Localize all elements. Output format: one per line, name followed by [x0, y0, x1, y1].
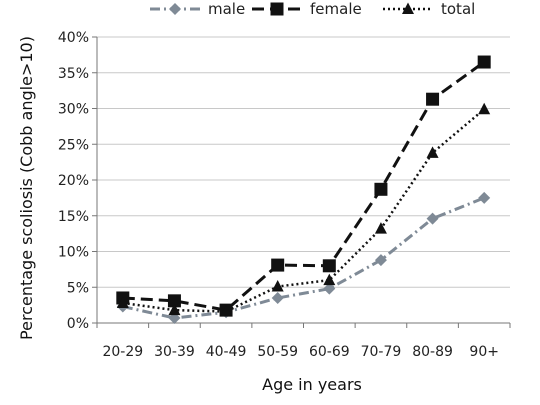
x-tick-label: 30-39	[154, 344, 195, 360]
data-point-total	[478, 102, 491, 115]
data-point-male	[478, 191, 491, 204]
x-tick-label: 50-59	[257, 344, 298, 360]
data-point-female	[167, 294, 181, 308]
data-point-total	[116, 296, 129, 308]
y-tick-label: 35%	[58, 66, 89, 82]
data-point-male	[323, 282, 336, 295]
x-tick-label: 20-29	[102, 344, 143, 360]
y-tick-label: 25%	[58, 137, 89, 153]
x-tick-label: 40-49	[206, 344, 247, 360]
legend-marker-male	[169, 3, 181, 15]
data-point-female	[322, 259, 336, 273]
y-tick-label: 0%	[67, 316, 89, 332]
legend-marker-total	[402, 2, 414, 14]
data-point-male	[271, 291, 284, 304]
data-point-total	[426, 146, 439, 158]
x-tick-label: 80-89	[412, 344, 453, 360]
legend-label-total: total	[441, 0, 475, 18]
legend-item-male: male	[150, 0, 245, 18]
data-point-total	[374, 222, 387, 234]
x-axis-title: Age in years	[262, 375, 362, 394]
data-point-total	[323, 273, 336, 286]
series-group	[116, 55, 491, 324]
data-point-total	[220, 305, 233, 317]
y-axis-title: Percentage scoliosis (Cobb angle>10)	[17, 36, 36, 340]
x-tick-label: 60-69	[309, 344, 350, 360]
y-tick-label: 10%	[58, 245, 89, 261]
x-tick-label: 70-79	[361, 344, 402, 360]
legend: male female total	[150, 0, 475, 18]
legend-marker-female	[270, 2, 284, 16]
data-point-male	[374, 254, 387, 267]
x-tick-label: 90+	[469, 344, 499, 360]
data-point-female	[477, 55, 491, 69]
series-line-female	[122, 60, 486, 312]
y-tick-label: 30%	[58, 102, 89, 118]
x-tick-labels: 20-29 30-39 40-49 50-59 60-69 70-79 80-89 90+	[102, 344, 498, 360]
legend-item-total: total	[383, 0, 475, 18]
axes	[92, 36, 511, 328]
data-point-total	[271, 280, 284, 292]
data-point-female	[374, 182, 388, 196]
series-female	[116, 55, 491, 317]
data-point-male	[426, 212, 439, 225]
series-line-total	[122, 108, 485, 313]
legend-label-female: female	[310, 0, 362, 18]
series-line-male	[122, 196, 485, 320]
y-tick-label: 40%	[58, 30, 89, 46]
y-tick-label: 20%	[58, 173, 89, 189]
legend-label-male: male	[208, 0, 245, 18]
data-point-female	[426, 92, 440, 106]
gridlines	[97, 36, 510, 288]
data-point-female	[271, 258, 285, 272]
y-tick-labels: 0% 5% 10% 15% 20% 25% 30% 35% 40%	[58, 30, 89, 332]
y-tick-label: 5%	[67, 280, 89, 296]
legend-item-female: female	[252, 0, 362, 18]
data-point-total	[168, 303, 181, 316]
series-total	[116, 102, 491, 317]
y-tick-label: 15%	[58, 209, 89, 225]
